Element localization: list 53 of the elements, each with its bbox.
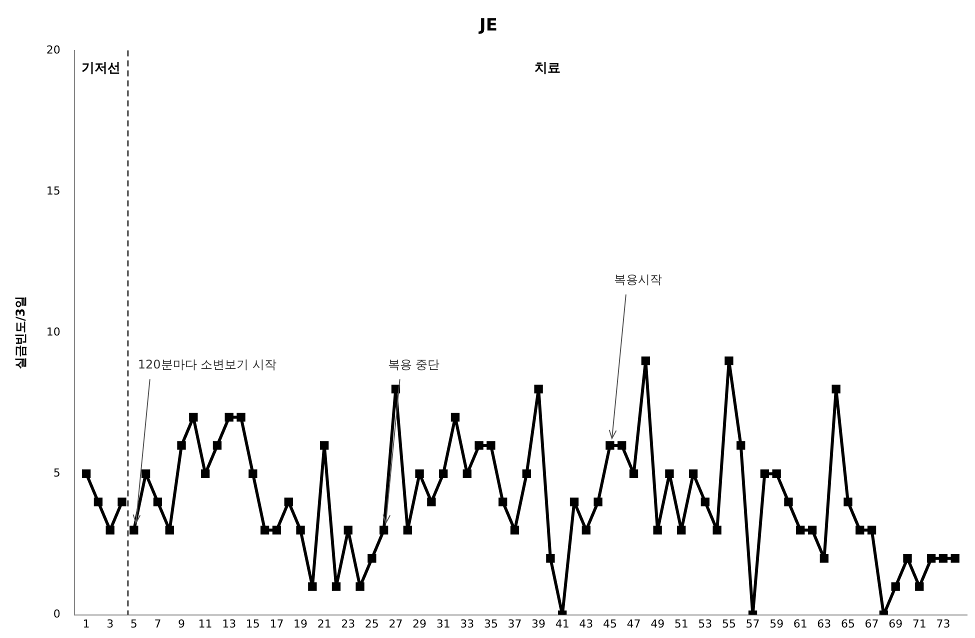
x-tick-label: 39: [532, 617, 546, 630]
x-tick-label: 53: [698, 617, 712, 630]
x-tick-label: 67: [864, 617, 879, 630]
point: [94, 498, 103, 506]
x-tick-label: 29: [412, 617, 427, 630]
x-tick-label: 47: [626, 617, 641, 630]
x-tick-label: 61: [793, 617, 808, 630]
y-tick-label: 5: [53, 466, 60, 480]
y-tick-label: 15: [46, 184, 60, 198]
y-tick-label: 10: [46, 325, 60, 338]
x-tick-label: 11: [198, 617, 212, 630]
x-tick-label: 25: [364, 617, 379, 630]
x-tick-label: 55: [722, 617, 736, 630]
x-tick-label: 9: [178, 617, 186, 630]
x-tick-label: 17: [270, 617, 284, 630]
annotation: 120분마다 소변보기 시작: [138, 357, 276, 372]
annotation: 복용시작: [614, 272, 662, 287]
x-tick-label: 51: [674, 617, 688, 630]
point: [118, 498, 126, 506]
x-tick-label: 63: [817, 617, 832, 630]
x-tick-label: 49: [650, 617, 665, 630]
x-tick-label: 35: [484, 617, 498, 630]
x-tick-label: 37: [508, 617, 522, 630]
x-tick-label: 59: [770, 617, 784, 630]
x-tick-label: 57: [746, 617, 760, 630]
annotation: 복용 중단: [388, 357, 440, 372]
annotation: 기저선: [82, 60, 121, 76]
x-tick-label: 45: [602, 617, 617, 630]
x-tick-label: 43: [579, 617, 594, 630]
x-tick-label: 19: [294, 617, 308, 630]
y-axis-title: 실금빈도/3일: [13, 296, 28, 369]
x-tick-label: 21: [317, 617, 332, 630]
point: [106, 526, 114, 534]
x-tick-label: 13: [222, 617, 236, 630]
chart-title: JE: [478, 16, 498, 36]
x-tick-label: 31: [436, 617, 450, 630]
y-tick-label: 20: [46, 43, 60, 56]
x-tick-label: 33: [460, 617, 474, 630]
x-tick-label: 5: [130, 617, 138, 630]
point: [82, 469, 91, 478]
x-tick-label: 1: [82, 617, 90, 630]
x-tick-label: 27: [388, 617, 403, 630]
x-tick-label: 71: [912, 617, 926, 630]
x-tick-label: 15: [246, 617, 260, 630]
x-tick-label: 23: [341, 617, 356, 630]
x-tick-label: 3: [106, 617, 114, 630]
x-tick-label: 73: [936, 617, 950, 630]
x-tick-label: 7: [154, 617, 162, 630]
x-tick-label: 41: [555, 617, 570, 630]
annotation: 치료: [534, 60, 560, 76]
x-tick-label: 69: [888, 617, 903, 630]
y-tick-label: 0: [53, 608, 60, 621]
x-tick-label: 65: [840, 617, 855, 630]
